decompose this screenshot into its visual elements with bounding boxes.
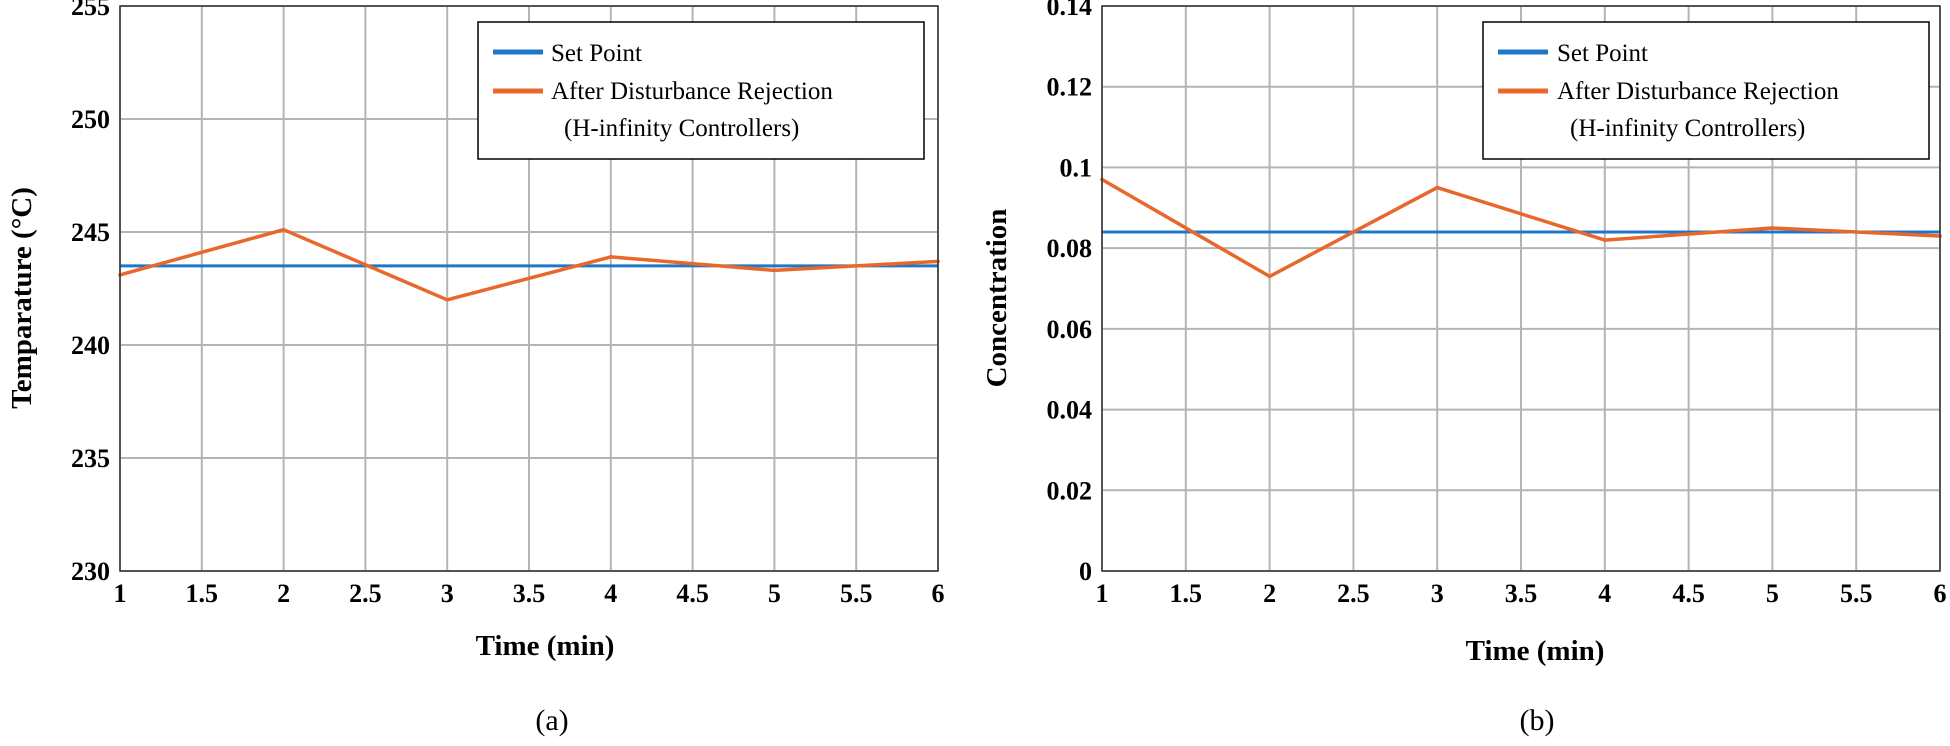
chart-a-xtick-5: 3.5 [513, 579, 546, 608]
chart-a-ytick-3: 245 [71, 218, 110, 247]
chart-b-legend-response-sublabel: (H-infinity Controllers) [1570, 115, 1805, 142]
chart-b-xlabel: Time (min) [1466, 635, 1605, 667]
chart-a-legend-setpoint-label: Set Point [551, 40, 642, 67]
chart-b-ylabel: Concentration [981, 209, 1013, 388]
chart-b-series [1100, 177, 1942, 279]
chart-a-legend: Set Point After Disturbance Rejection (H… [477, 21, 925, 160]
chart-b-xtick-8: 5 [1766, 579, 1779, 608]
chart-a-ytick-1: 235 [71, 444, 110, 473]
chart-a-legend-response-label: After Disturbance Rejection [551, 78, 833, 105]
chart-b-legend: Set Point After Disturbance Rejection (H… [1482, 21, 1930, 160]
chart-a-legend-response-sublabel: (H-infinity Controllers) [564, 115, 799, 142]
chart-a-ytick-5: 255 [71, 0, 110, 21]
chart-a-xtick-9: 5.5 [840, 579, 873, 608]
chart-a-ylabel: Temparature (°C) [6, 187, 38, 409]
chart-a-ticks: 1 1.5 2 2.5 3 3.5 4 4.5 5 5.5 6 230 235 240 245 250 255 [71, 0, 945, 608]
chart-a-xlabel: Time (min) [476, 630, 615, 662]
chart-a-plot-frame [119, 5, 939, 572]
chart-b-series-response-point-4 [1770, 226, 1775, 230]
chart-a-xtick-7: 4.5 [676, 579, 709, 608]
chart-b-xtick-3: 2.5 [1337, 579, 1370, 608]
chart-b-series-response-point-3 [1603, 238, 1607, 242]
chart-b-ytick-3: 0.06 [1047, 315, 1093, 344]
chart-a-series-response-point-4 [772, 268, 777, 273]
chart-a-series-response-line [119, 227, 939, 302]
chart-a-series-response-point-2 [445, 298, 450, 302]
chart-a-xtick-1: 1.5 [186, 579, 219, 608]
chart-a: 1 1.5 2 2.5 3 3.5 4 4.5 5 5.5 6230235240245250255 … [6, 0, 945, 737]
chart-b: 1 1.5 2 2.5 3 3.5 4 4.5 5 5.5 6 0 0.02 0.04 0.06 0.08 0.… [981, 0, 1947, 737]
chart-b-legend-response-label: After Disturbance Rejection [1557, 78, 1839, 105]
chart-a-xtick-3: 2.5 [349, 579, 382, 608]
chart-a-xtick-10: 6 [932, 579, 945, 608]
chart-a-ytick-0: 230 [71, 557, 110, 586]
chart-b-ytick-7: 0.14 [1047, 0, 1093, 21]
chart-b-ytick-4: 0.08 [1047, 234, 1093, 263]
chart-b-ytick-0: 0 [1079, 557, 1092, 586]
chart-b-ytick-2: 0.04 [1047, 396, 1093, 425]
chart-b-ticks: 1 1.5 2 2.5 3 3.5 4 4.5 5 5.5 6 0 0.02 0.04 0.06 0.08 0.… [1047, 0, 1947, 608]
chart-b-ytick-6: 0.12 [1047, 73, 1093, 102]
chart-b-legend-box [1482, 21, 1930, 160]
chart-b-series-response-point-2 [1435, 185, 1439, 190]
chart-b-ytick-5: 0.1 [1060, 153, 1093, 182]
chart-a-legend-box [477, 21, 925, 160]
chart-b-series-response-line [1101, 177, 1941, 279]
chart-a-ytick-2: 240 [71, 331, 110, 360]
chart-b-plot-frame [1101, 5, 1941, 572]
chart-b-legend-setpoint-label: Set Point [1557, 40, 1648, 67]
chart-a-ytick-4: 250 [71, 105, 110, 134]
chart-b-xtick-6: 4 [1598, 579, 1611, 608]
chart-b-xtick-0: 1 [1096, 579, 1109, 608]
chart-a-xtick-8: 5 [768, 579, 781, 608]
chart-a-caption: (a) [535, 704, 568, 737]
chart-b-series-response-point-1 [1267, 274, 1272, 279]
chart-a-series [118, 227, 940, 302]
chart-b-xtick-1: 1.5 [1170, 579, 1203, 608]
chart-b-xtick-5: 3.5 [1505, 579, 1538, 608]
chart-a-xtick-4: 3 [441, 579, 454, 608]
chart-b-xtick-9: 5.5 [1840, 579, 1873, 608]
chart-a-series-response-point-1 [281, 227, 286, 232]
chart-a-xtick-6: 4 [604, 579, 617, 608]
chart-b-caption: (b) [1520, 704, 1555, 737]
chart-a-xtick-0: 1 [114, 579, 127, 608]
chart-a-xtick-2: 2 [277, 579, 290, 608]
chart-b-ytick-1: 0.02 [1047, 476, 1093, 505]
chart-b-xtick-10: 6 [1934, 579, 1947, 608]
chart-b-xtick-4: 3 [1431, 579, 1444, 608]
chart-a-series-response-point-3 [609, 255, 613, 259]
chart-b-xtick-2: 2 [1263, 579, 1276, 608]
chart-b-xtick-7: 4.5 [1672, 579, 1705, 608]
